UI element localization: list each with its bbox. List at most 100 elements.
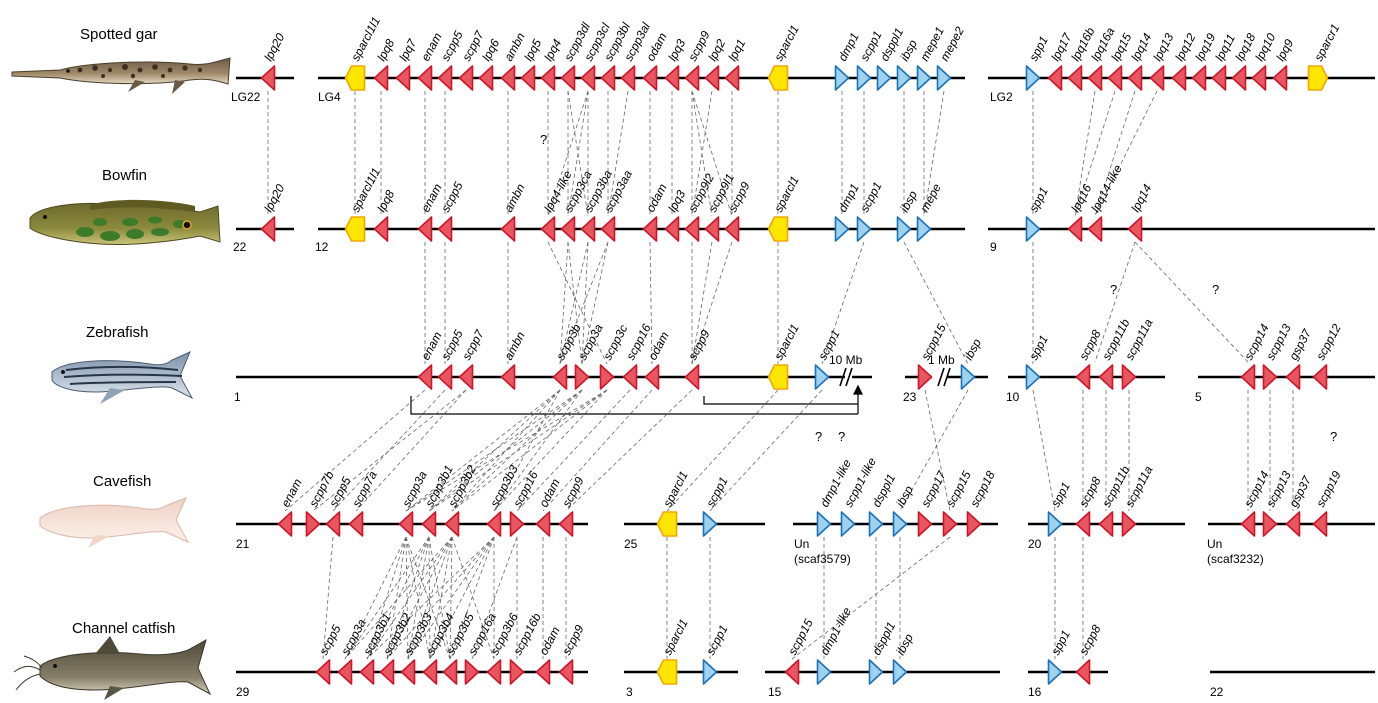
gene-label: scpp5 bbox=[438, 179, 466, 214]
gene-marker bbox=[540, 65, 556, 91]
gene-marker bbox=[486, 659, 502, 685]
orthology-link bbox=[649, 241, 653, 365]
gene-marker bbox=[1098, 511, 1114, 537]
gene-marker bbox=[458, 65, 474, 91]
gene-marker bbox=[1075, 659, 1091, 685]
gene-marker bbox=[724, 216, 740, 242]
orthology-link bbox=[493, 389, 583, 512]
gene-marker bbox=[417, 216, 433, 242]
chromosome-label-bowfin: 22 bbox=[233, 240, 247, 254]
gene-label: lpq14 bbox=[1128, 182, 1154, 215]
orthology-link bbox=[1094, 241, 1136, 363]
gene-marker bbox=[260, 216, 276, 242]
gene-label: ibsp bbox=[897, 188, 920, 214]
gene-marker bbox=[1312, 364, 1328, 390]
gene-marker bbox=[704, 65, 720, 91]
bracket-line bbox=[703, 396, 858, 405]
gene-marker bbox=[896, 65, 912, 91]
break-mark bbox=[839, 367, 847, 387]
gene-gar-lpq8: lpq8 bbox=[373, 37, 397, 91]
species-name-bowfin: Bowfin bbox=[102, 167, 147, 184]
chromosome-label-catfish: 15 bbox=[768, 685, 782, 699]
gene-catfish-scpp1: scpp1 bbox=[702, 623, 731, 685]
orthology-link bbox=[1074, 90, 1116, 217]
gene-label: scpp1 bbox=[857, 180, 884, 215]
gene-marker bbox=[437, 65, 453, 91]
gene-marker bbox=[359, 659, 375, 685]
gene-marker bbox=[767, 364, 789, 390]
gene-zebrafish-ambn: ambn bbox=[500, 329, 528, 390]
gene-marker bbox=[444, 511, 460, 537]
gene-marker bbox=[437, 216, 453, 242]
gene-marker bbox=[458, 364, 474, 390]
uncertain-orthology-mark: ? bbox=[540, 132, 547, 147]
gene-marker bbox=[704, 216, 720, 242]
gene-gar-spp1: spp1 bbox=[1025, 34, 1051, 91]
gene-label: ambn bbox=[501, 181, 528, 214]
gene-marker bbox=[868, 659, 884, 685]
orthology-link bbox=[547, 241, 608, 365]
gene-marker bbox=[702, 659, 718, 685]
gene-label: odam bbox=[536, 624, 562, 657]
gene-marker bbox=[500, 65, 516, 91]
chromosome-label-zebrafish: 1 bbox=[234, 390, 241, 404]
distance-label-1mb: 1 Mb bbox=[928, 353, 955, 367]
gene-zebrafish-gsp37: gsp37 bbox=[1285, 326, 1315, 390]
gene-label: sparcl1 bbox=[771, 174, 802, 215]
chromosome-label-catfish: 3 bbox=[626, 685, 633, 699]
gene-bowfin-lpq16: lpq16 bbox=[1067, 182, 1095, 242]
uncertain-orthology-mark: ? bbox=[838, 429, 845, 444]
orthology-link bbox=[344, 536, 430, 660]
gene-label: lpq1 bbox=[725, 37, 748, 64]
gene-marker bbox=[1262, 511, 1278, 537]
distance-label-10mb: 10 Mb bbox=[829, 353, 863, 367]
arrow-head bbox=[853, 384, 863, 395]
gene-marker bbox=[500, 216, 516, 242]
gene-label: scpp9 bbox=[559, 474, 587, 509]
gene-marker bbox=[892, 659, 908, 685]
gene-zebrafish-odam: odam bbox=[644, 329, 672, 390]
gene-marker bbox=[840, 511, 856, 537]
gene-label: odam bbox=[643, 181, 669, 214]
orthology-link bbox=[542, 389, 653, 512]
orthology-link bbox=[1074, 90, 1096, 217]
gene-marker bbox=[1240, 511, 1256, 537]
orthology-link bbox=[1094, 90, 1136, 217]
gene-bowfin-lpq8: lpq8 bbox=[373, 188, 397, 242]
gene-marker bbox=[478, 65, 494, 91]
orthology-link bbox=[366, 536, 407, 660]
species-name-spotted-gar: Spotted gar bbox=[80, 26, 158, 43]
orthology-link bbox=[405, 389, 583, 512]
break-mark bbox=[937, 367, 945, 387]
chromosome-label-cavefish: Un (scaf3579) bbox=[794, 537, 851, 566]
gene-zebrafish-scpp9: scpp9 bbox=[684, 327, 713, 390]
gene-marker bbox=[656, 659, 678, 685]
gene-marker bbox=[1262, 364, 1278, 390]
orthology-link bbox=[691, 90, 713, 217]
bowfin-fish-icon bbox=[29, 199, 221, 246]
gene-marker bbox=[1240, 364, 1256, 390]
uncertain-orthology-mark: ? bbox=[1110, 282, 1117, 297]
orthology-link bbox=[366, 536, 495, 660]
orthology-link bbox=[903, 241, 969, 365]
gene-marker bbox=[1047, 511, 1063, 537]
gene-marker bbox=[1231, 65, 1247, 91]
gene-marker bbox=[917, 364, 933, 390]
orthology-link bbox=[451, 536, 495, 660]
break-mark bbox=[845, 367, 853, 387]
gene-marker bbox=[400, 659, 416, 685]
gene-marker bbox=[684, 216, 700, 242]
gene-marker bbox=[315, 659, 331, 685]
gene-marker bbox=[558, 511, 574, 537]
orthology-link bbox=[428, 389, 561, 512]
chromosome-label-cavefish: 25 bbox=[624, 537, 638, 551]
uncertain-orthology-mark: ? bbox=[815, 429, 822, 444]
gene-gar-lpq13: lpq13 bbox=[1149, 31, 1177, 91]
gene-label: sparcl1 bbox=[771, 322, 802, 363]
gene-cavefish-spp1: spp1 bbox=[1047, 480, 1073, 537]
orthology-link bbox=[366, 536, 430, 660]
gene-zebrafish-scpp12: scpp12 bbox=[1312, 321, 1344, 390]
chromosome-label-catfish: 29 bbox=[236, 685, 250, 699]
gene-label: scpp9 bbox=[685, 327, 713, 362]
gene-cavefish-ibsp: ibsp bbox=[892, 483, 916, 537]
